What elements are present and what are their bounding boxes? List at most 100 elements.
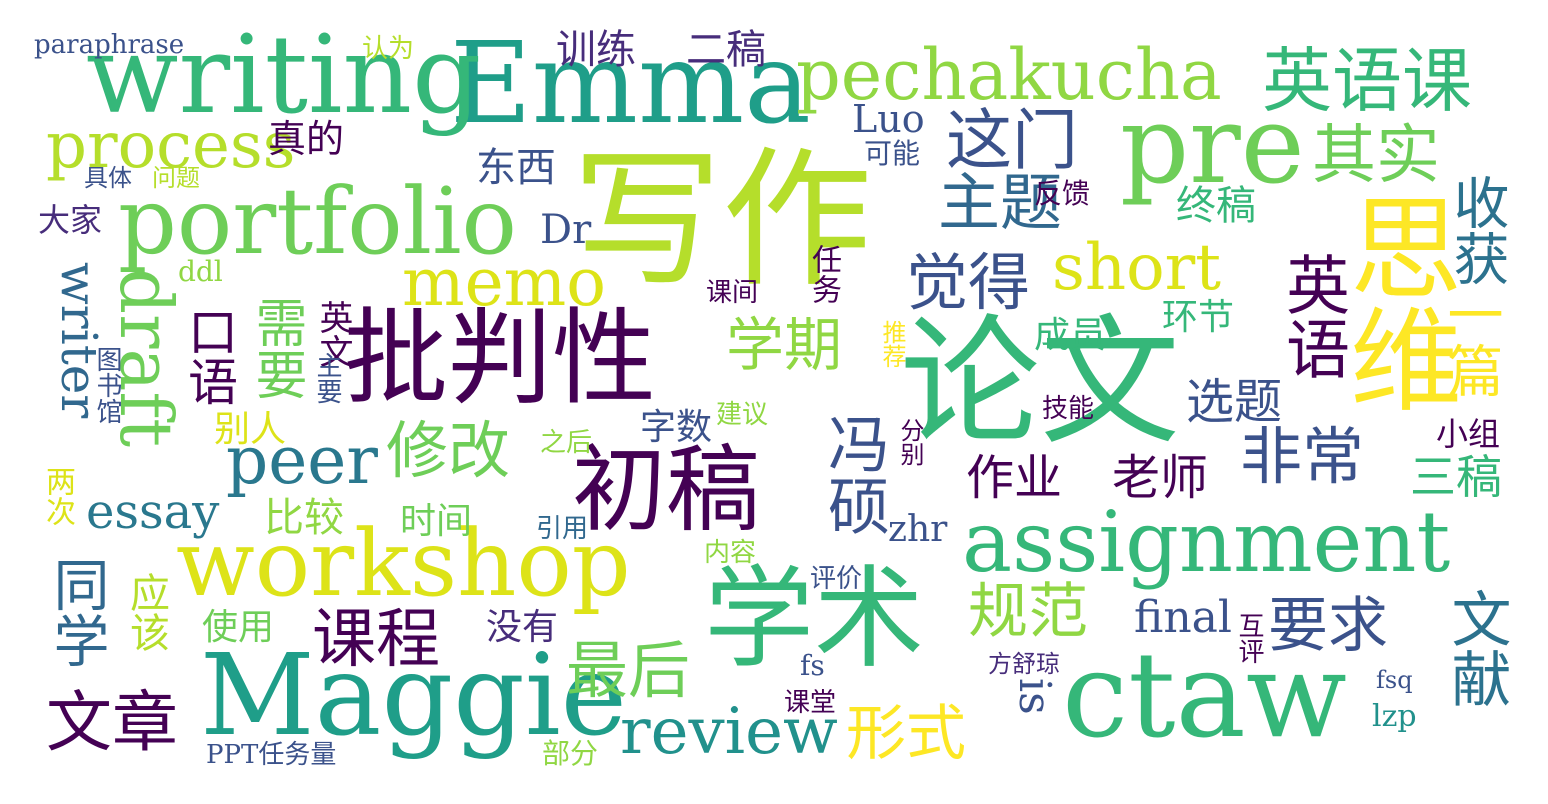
word-wenti: 问题 <box>152 164 200 192</box>
word-xuanti: 选题 <box>1186 374 1283 430</box>
word-chugao: 初稿 <box>572 436 761 545</box>
word-fs: fs <box>800 649 825 682</box>
word-lzp: lzp <box>1372 699 1417 734</box>
word-zuoye: 作业 <box>966 450 1063 506</box>
word-assignment: assignment <box>962 493 1451 591</box>
word-ketang: 课堂 <box>784 688 837 718</box>
word-shiyong: 使用 <box>202 607 275 648</box>
word-fenbie: 分别 <box>896 418 924 466</box>
word-neirong: 内容 <box>704 538 757 568</box>
word-feichang: 非常 <box>1240 420 1365 493</box>
word-pipanxing: 批判性 <box>344 297 657 419</box>
word-huping: 互评 <box>1234 612 1264 664</box>
word-xiaozu: 小组 <box>1436 415 1501 453</box>
word-zhemen: 这门 <box>946 102 1078 179</box>
word-maggie: Maggie <box>200 631 627 761</box>
word-xuyao: 需要 <box>246 296 306 400</box>
word-yinggai: 应该 <box>123 572 169 652</box>
word-zhuyao: 主要 <box>312 352 342 404</box>
word-luo: Luo <box>852 97 925 141</box>
word-pre: pre <box>1120 83 1305 208</box>
word-huanjie: 环节 <box>1162 297 1235 338</box>
word-guifan: 规范 <box>968 577 1088 647</box>
word-tongxue: 同学 <box>44 556 109 668</box>
word-siwei: 思维 <box>1331 190 1461 414</box>
word-zuihou: 最后 <box>566 634 691 707</box>
word-zhuti: 主题 <box>938 166 1063 239</box>
word-kejian: 课间 <box>706 278 759 308</box>
word-emma: Emma <box>450 19 811 149</box>
word-paraphrase: paraphrase <box>34 30 185 60</box>
word-process: process <box>46 109 296 183</box>
word-memo: memo <box>402 244 606 321</box>
word-jineng: 技能 <box>1042 394 1095 424</box>
word-chengyuan: 成员 <box>1034 315 1107 356</box>
word-writing: writing <box>86 13 482 138</box>
word-zhihou: 之后 <box>540 428 593 458</box>
word-kecheng: 课程 <box>312 603 440 677</box>
word-dajia: 大家 <box>38 201 103 239</box>
word-bufen: 部分 <box>542 737 599 770</box>
word-ppt-renwuliang: PPT任务量 <box>206 740 337 770</box>
word-fengshuo: 冯硕 <box>817 412 890 536</box>
word-wenzhang: 文章 <box>46 684 178 761</box>
word-liangci: 两次 <box>40 466 75 526</box>
word-dr: Dr <box>540 207 592 253</box>
word-draft: draft <box>104 268 188 448</box>
word-workshop: workshop <box>176 510 631 617</box>
word-sangao: 三稿 <box>1410 450 1502 504</box>
word-zhr: zhr <box>888 509 948 550</box>
word-xiezuo: 写作 <box>572 134 873 308</box>
word-pechakucha: pechakucha <box>796 34 1222 116</box>
word-shijian: 时间 <box>400 501 473 542</box>
word-wenxian: 文献 <box>1441 588 1511 708</box>
word-tuijian: 推荐 <box>878 320 906 368</box>
word-yingyuke: 英语课 <box>1262 40 1472 122</box>
word-yaoqiu: 要求 <box>1268 591 1388 661</box>
word-final: final <box>1134 592 1232 643</box>
word-zishu: 字数 <box>640 407 713 448</box>
word-renwei: 认为 <box>362 34 415 64</box>
word-pingjia: 评价 <box>810 564 863 594</box>
word-fangshuqiong: 方舒琼 <box>988 650 1060 678</box>
word-keneng: 可能 <box>864 137 921 170</box>
word-zhende: 真的 <box>268 117 345 161</box>
word-dongxi: 东西 <box>476 145 556 191</box>
word-bijiao: 比较 <box>264 495 344 541</box>
word-portfolio: portfolio <box>118 168 517 275</box>
word-short: short <box>1052 231 1221 305</box>
word-review: review <box>620 695 838 769</box>
word-essay: essay <box>86 484 220 540</box>
word-writer: writer <box>50 262 108 419</box>
word-yingyu: 英语 <box>1275 252 1349 380</box>
word-meiyou: 没有 <box>486 607 559 648</box>
word-yipian: 一篇 <box>1438 286 1503 398</box>
word-laoshi: 老师 <box>1112 450 1209 506</box>
word-shouhuo: 收获 <box>1444 174 1509 286</box>
word-qishi: 其实 <box>1312 119 1440 193</box>
word-yinyong: 引用 <box>536 514 589 544</box>
word-jianyi: 建议 <box>716 400 769 430</box>
word-lunwen: 论文 <box>900 302 1181 465</box>
word-fsq: fsq <box>1376 666 1413 694</box>
word-tushuguan: 图书馆 <box>92 346 122 424</box>
word-zhonggao: 终稿 <box>1176 183 1256 229</box>
word-is: is <box>1009 678 1060 715</box>
word-ctaw: ctaw <box>1062 626 1347 764</box>
word-xunlian: 训练 <box>556 27 636 73</box>
word-ddl: ddl <box>178 255 223 288</box>
word-xingshi: 形式 <box>846 699 966 769</box>
word-fankui: 反馈 <box>1034 177 1091 210</box>
word-bieren: 别人 <box>214 409 287 450</box>
word-xueqi: 学期 <box>726 311 843 379</box>
word-renwu: 任务 <box>806 244 841 304</box>
word-yingwen: 英文 <box>313 300 353 368</box>
word-kouyu: 口语 <box>180 306 238 406</box>
word-xiugai: 修改 <box>386 414 511 487</box>
word-juede: 觉得 <box>906 246 1031 319</box>
word-juti: 具体 <box>84 164 132 192</box>
word-ergao: 二稿 <box>686 27 766 73</box>
word-peer: peer <box>226 422 378 499</box>
word-xueshu: 学术 <box>704 555 924 683</box>
